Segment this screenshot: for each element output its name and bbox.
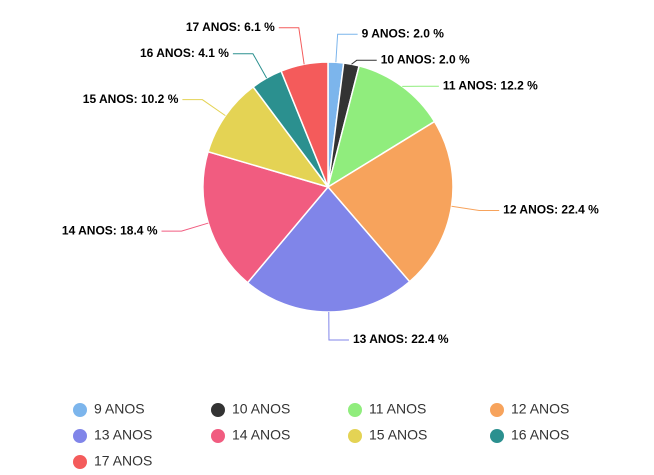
legend-label[interactable]: 13 ANOS (94, 427, 152, 443)
legend-label[interactable]: 15 ANOS (369, 427, 427, 443)
legend-marker[interactable] (211, 403, 225, 417)
legend-marker[interactable] (73, 455, 87, 469)
pie-slice (202, 150, 330, 284)
leader-line (161, 222, 209, 232)
legend-marker[interactable] (211, 429, 225, 443)
legend-marker[interactable] (490, 429, 504, 443)
data-label: 10 ANOS: 2.0 % (381, 52, 470, 66)
legend-label[interactable]: 9 ANOS (94, 401, 145, 417)
legend-label[interactable]: 14 ANOS (232, 427, 290, 443)
pie-slice (326, 120, 454, 283)
leader-line (351, 59, 377, 65)
legend-label[interactable]: 12 ANOS (511, 401, 569, 417)
data-label: 15 ANOS: 10.2 % (83, 92, 179, 106)
leader-line (335, 33, 358, 63)
legend-marker[interactable] (348, 403, 362, 417)
legend-marker[interactable] (490, 403, 504, 417)
legend-marker[interactable] (348, 429, 362, 443)
leader-line (182, 99, 226, 117)
legend-label[interactable]: 17 ANOS (94, 453, 152, 469)
leader-line (278, 27, 305, 65)
legend-label[interactable]: 16 ANOS (511, 427, 569, 443)
pie-slice (207, 85, 330, 189)
leader-line (328, 311, 349, 341)
data-label: 11 ANOS: 12.2 % (443, 78, 538, 92)
data-label: 17 ANOS: 6.1 % (186, 20, 275, 34)
leader-line (232, 53, 268, 79)
data-label: 9 ANOS: 2.0 % (362, 26, 445, 40)
legend-label[interactable]: 10 ANOS (232, 401, 290, 417)
legend-label[interactable]: 11 ANOS (369, 401, 426, 417)
legend-marker[interactable] (73, 403, 87, 417)
data-label: 14 ANOS: 18.4 % (62, 223, 158, 237)
data-label: 16 ANOS: 4.1 % (140, 46, 229, 60)
pie-slice (246, 185, 411, 313)
pie-slice (326, 65, 436, 189)
legend-marker[interactable] (73, 429, 87, 443)
leader-line (451, 205, 500, 212)
data-label: 13 ANOS: 22.4 % (353, 332, 449, 346)
data-label: 12 ANOS: 22.4 % (503, 203, 599, 217)
